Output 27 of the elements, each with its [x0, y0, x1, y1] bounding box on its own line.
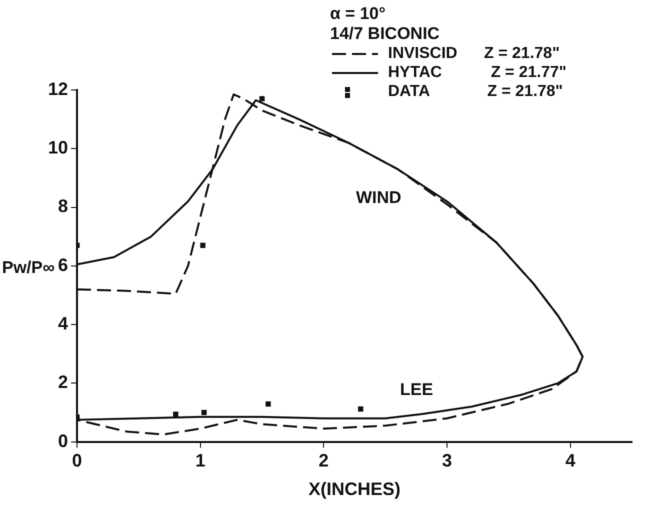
point	[201, 410, 207, 416]
legend-label: HYTAC Z = 21.77"	[388, 63, 566, 82]
chart-title: α = 10°	[330, 4, 387, 24]
x-tick-label: 1	[195, 450, 206, 471]
x-tick-label: 0	[72, 450, 82, 471]
point	[266, 401, 271, 407]
legend-label: INVISCID Z = 21.78"	[388, 44, 560, 63]
y-tick-label: 6	[58, 254, 68, 275]
y-tick-label: 2	[58, 372, 68, 392]
point	[200, 242, 206, 248]
y-tick-label: 8	[58, 196, 68, 216]
annotation: LEE	[400, 380, 434, 400]
legend-label: DATA Z = 21.78"	[388, 82, 563, 101]
x-tick-label: 4	[565, 450, 576, 471]
x-tick-label: 2	[318, 450, 329, 471]
y-tick-label: 12	[48, 78, 68, 99]
legend-title: 14/7 BICONIC	[330, 24, 441, 44]
y-tick-label: 10	[48, 138, 68, 158]
y-tick-label: 0	[58, 430, 68, 451]
point	[259, 96, 265, 102]
annotation: WIND	[356, 188, 402, 208]
point	[358, 406, 364, 412]
x-axis-title: X(INCHES)	[308, 479, 401, 500]
y-tick-label: 4	[58, 314, 68, 334]
x-tick-label: 3	[442, 450, 452, 471]
y-axis-title: Pw/P∞	[2, 258, 55, 278]
point	[173, 412, 178, 417]
